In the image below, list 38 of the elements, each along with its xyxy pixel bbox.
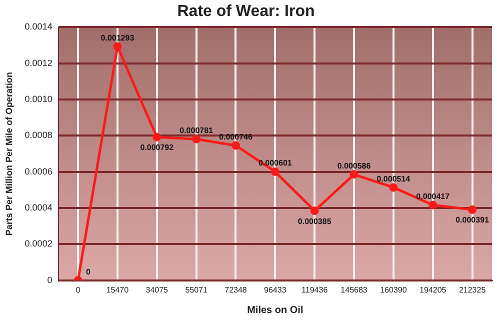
y-tick-label: 0.0012 [24,58,52,68]
y-tick-label: 0 [47,274,52,285]
data-label: 0.000385 [298,216,332,226]
x-tick-label: 119436 [302,285,328,294]
data-label: 0.000417 [416,192,450,201]
x-tick-label: 212325 [458,285,486,294]
y-tick-label: 0.0010 [24,94,52,104]
x-tick-label: 34075 [146,285,169,294]
point [270,167,280,176]
x-tick-label: 145683 [340,285,368,294]
point [310,206,319,216]
x-tick-label: 96433 [264,285,287,294]
point [152,132,162,142]
point [113,42,122,51]
point [468,205,477,214]
x-tick-label: 194205 [420,285,447,294]
point [389,183,398,192]
point [192,134,201,144]
data-label: 0.000391 [456,216,490,225]
chart-title: Rate of Wear: Iron [177,3,315,20]
y-tick-label: 0.0006 [24,166,52,176]
point [231,141,240,150]
y-tick-label: 0.0002 [24,238,52,249]
x-tick-label: 72348 [224,285,248,294]
point [350,170,358,179]
point [428,200,438,210]
x-tick-label: 160390 [380,285,408,294]
y-tick-label: 0.0014 [24,22,52,32]
x-tick-label: 0 [76,285,81,294]
y-axis-title: Parts Per Million Per Mile of Operation [4,72,14,236]
data-label: 0.000514 [376,174,411,184]
y-tick-label: 0.0004 [24,202,52,213]
x-axis-title: Miles on Oil [247,304,304,316]
data-label: 0.000746 [219,132,253,142]
x-tick-label: 15470 [106,285,130,294]
y-tick-label: 0.0008 [24,130,52,140]
x-tick-label: 55071 [185,285,208,294]
data-label: 0 [86,267,92,276]
